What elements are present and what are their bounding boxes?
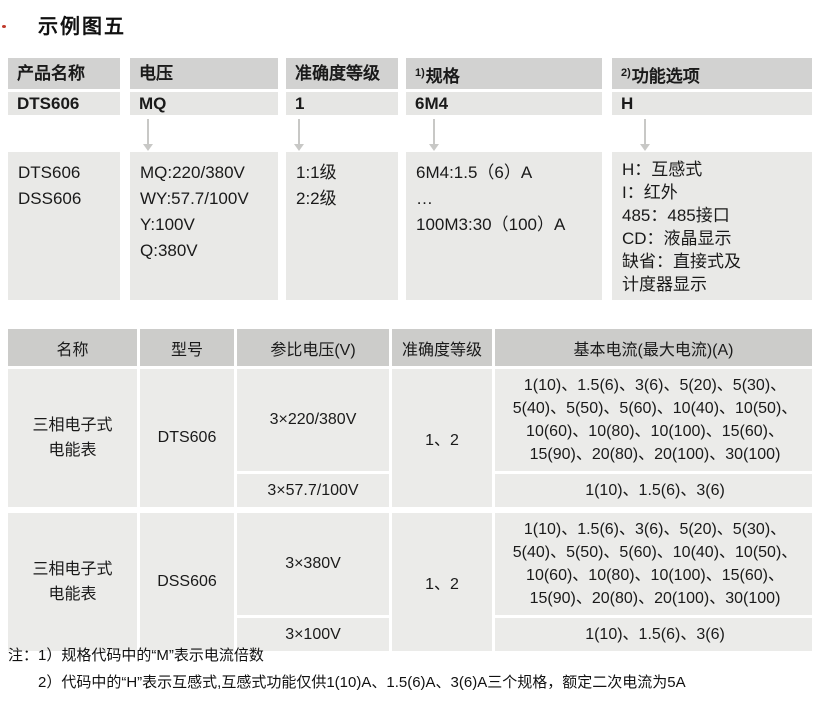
diagram-value-spec: 6M4 [406,92,602,115]
footnote-line-1: 注：1）规格代码中的“M”表示电流倍数 [8,647,264,664]
diagram-header-function: 2)功能选项 [612,58,812,89]
accuracy-cell: 1、2 [392,369,492,507]
footnotes: 注：1）规格代码中的“M”表示电流倍数 2）代码中的“H”表示互感式,互感式功能… [8,642,686,696]
arrow-down-icon [294,119,304,151]
diagram-column-accuracy: 准确度等级 1 1:1级 2:2级 [286,58,398,302]
diagram-header-label: 规格 [425,67,460,86]
spec-table: 名称 型号 参比电压(V) 准确度等级 基本电流(最大电流)(A) 三相电子式 … [5,326,815,654]
voltage-cell: 3×100V [237,618,389,651]
footnote-marker-2: 2) [621,67,631,79]
footnote-line-2: 2）代码中的“H”表示互感式,互感式功能仅供1(10)A、1.5(6)A、3(6… [38,674,686,691]
explanation-box-spec: 6M4:1.5（6）A … 100M3:30（100）A [406,152,602,300]
diagram-header-label: 产品名称 [17,64,85,83]
diagram-header-label: 电压 [139,64,173,83]
diagram-column-spec: 1)规格 6M4 6M4:1.5（6）A … 100M3:30（100）A [406,58,602,302]
table-row: 3×100V 1(10)、1.5(6)、3(6) [8,618,812,651]
table-header-accuracy: 准确度等级 [392,329,492,366]
table-header-voltage: 参比电压(V) [237,329,389,366]
red-dot-mark [2,25,6,28]
table-header-current: 基本电流(最大电流)(A) [495,329,812,366]
model-code-diagram: 产品名称 DTS606 DTS606 DSS606 电压 MQ MQ:220/3… [0,58,815,302]
name-cell: 三相电子式 电能表 [8,513,137,651]
table-row: 3×57.7/100V 1(10)、1.5(6)、3(6) [8,474,812,507]
currents-cell: 1(10)、1.5(6)、3(6) [495,618,812,651]
diagram-value-product-name: DTS606 [8,92,120,115]
diagram-value-accuracy: 1 [286,92,398,115]
explanation-box-product-name: DTS606 DSS606 [8,152,120,300]
arrow-down-icon [143,119,153,151]
name-cell: 三相电子式 电能表 [8,369,137,507]
diagram-header-label: 准确度等级 [295,64,380,83]
table-header-model: 型号 [140,329,234,366]
diagram-value-function: H [612,92,812,115]
table-row: 三相电子式 电能表 DSS606 3×380V 1、2 1(10)、1.5(6)… [8,513,812,651]
table-row: 三相电子式 电能表 DTS606 3×220/380V 1、2 1(10)、1.… [8,369,812,507]
model-cell: DSS606 [140,513,234,651]
table-header-row: 名称 型号 参比电压(V) 准确度等级 基本电流(最大电流)(A) [8,329,812,366]
diagram-column-voltage: 电压 MQ MQ:220/380V WY:57.7/100V Y:100V Q:… [130,58,278,302]
voltage-cell: 3×380V [237,513,389,615]
model-cell: DTS606 [140,369,234,507]
voltage-cell: 3×220/380V [237,369,389,471]
diagram-header-label: 功能选项 [631,67,700,86]
diagram-header-accuracy: 准确度等级 [286,58,398,89]
diagram-value-voltage: MQ [130,92,278,115]
diagram-column-product-name: 产品名称 DTS606 DTS606 DSS606 [8,58,120,302]
footnote-marker-1: 1) [415,67,425,79]
page-title: 示例图五 [38,16,126,38]
explanation-box-voltage: MQ:220/380V WY:57.7/100V Y:100V Q:380V [130,152,278,300]
currents-cell: 1(10)、1.5(6)、3(6)、5(20)、5(30)、5(40)、5(50… [495,513,812,615]
table-header-name: 名称 [8,329,137,366]
diagram-header-voltage: 电压 [130,58,278,89]
accuracy-cell: 1、2 [392,513,492,651]
diagram-header-spec: 1)规格 [406,58,602,89]
diagram-header-product-name: 产品名称 [8,58,120,89]
diagram-column-function: 2)功能选项 H H：互感式 I：红外 485：485接口 CD：液晶显示 缺省… [612,58,812,302]
arrow-down-icon [640,119,650,151]
voltage-cell: 3×57.7/100V [237,474,389,507]
arrow-down-icon [429,119,439,151]
explanation-box-function: H：互感式 I：红外 485：485接口 CD：液晶显示 缺省：直接式及 计度器… [612,152,812,300]
currents-cell: 1(10)、1.5(6)、3(6)、5(20)、5(30)、5(40)、5(50… [495,369,812,471]
explanation-box-accuracy: 1:1级 2:2级 [286,152,398,300]
currents-cell: 1(10)、1.5(6)、3(6) [495,474,812,507]
